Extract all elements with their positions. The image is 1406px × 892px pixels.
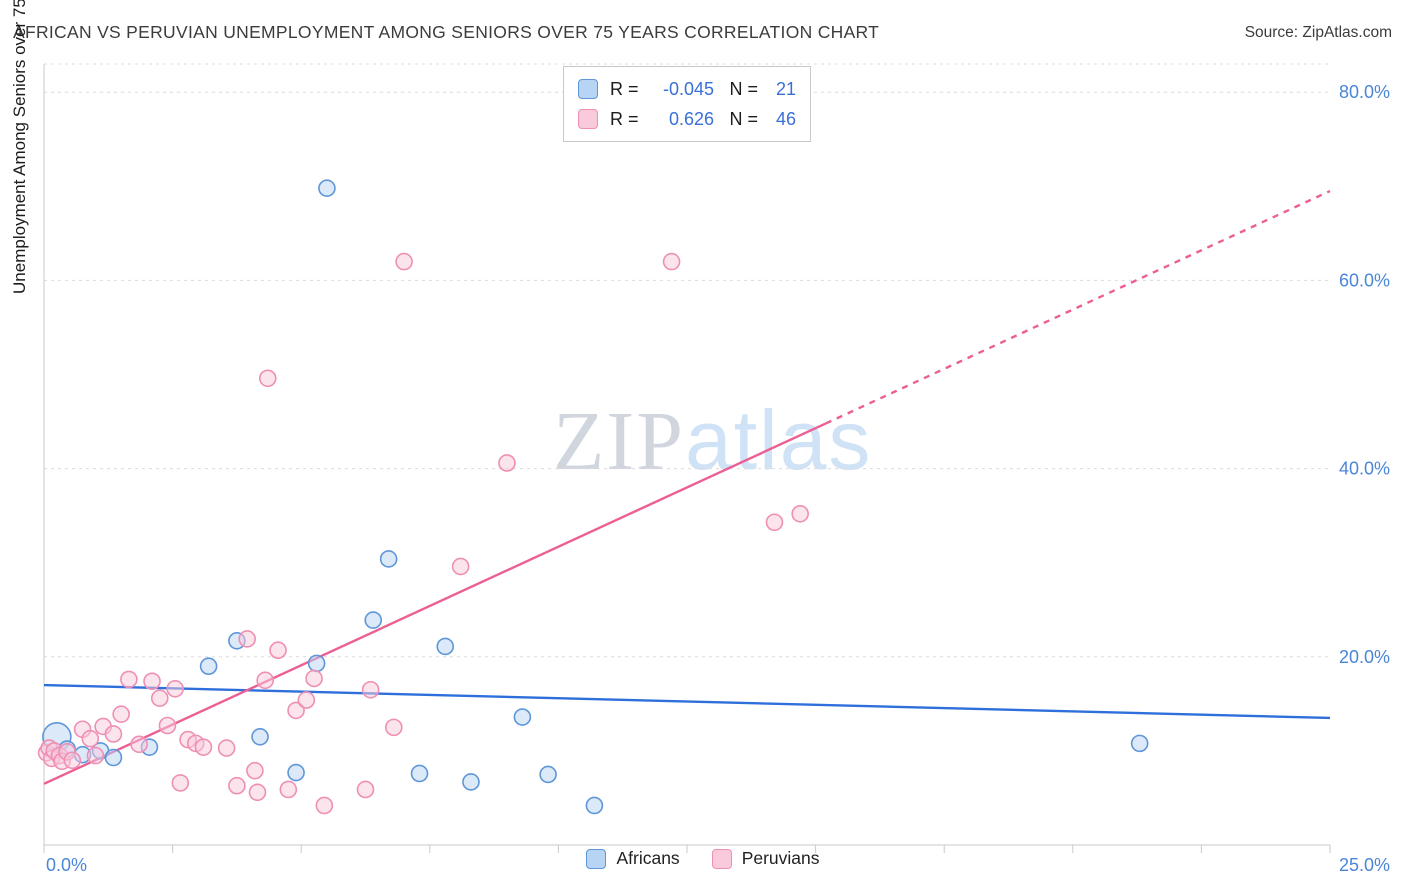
peruvians-data-point [86,746,105,765]
y-tick-label: 40.0% [1339,459,1390,479]
r-prefix: R = [610,78,639,99]
peruvians-data-point [104,725,123,743]
peruvians-data-point [279,780,298,799]
peruvians-r-value: 0.626 [668,108,714,129]
legend-row-peruvians: R = 0.626 N = 46 [578,106,796,132]
africans-swatch [586,848,607,869]
peruvians-swatch [578,109,598,129]
africans-data-point [462,773,480,791]
peruvians-data-point [194,738,213,756]
zipatlas-watermark: ZIPatlas [553,398,872,484]
africans-data-point [379,550,398,568]
legend-item-africans: Africans [586,848,680,869]
watermark-atlas: atlas [685,393,873,487]
source-attribution: Source: ZipAtlas.com [1244,24,1392,41]
africans-data-point [199,657,218,676]
legend-item-peruvians: Peruvians [711,848,820,869]
peruvians-data-point [217,739,236,757]
africans-data-point [104,748,123,767]
legend-label-africans: Africans [616,848,680,868]
peruvians-data-point [791,504,809,523]
legend-label-peruvians: Peruvians [741,848,820,868]
africans-n-value: 21 [775,78,796,99]
peruvians-data-point [361,680,380,699]
peruvians-data-point [81,729,100,748]
africans-data-point [364,611,383,629]
peruvians-data-point [238,630,256,648]
peruvians-data-point [451,557,470,576]
peruvians-data-point [297,691,316,709]
peruvians-data-point [258,369,277,388]
peruvians-data-point [315,796,334,815]
peruvians-data-point [158,716,177,735]
peruvians-data-point [287,701,305,720]
page-title: AFRICAN VS PERUVIAN UNEMPLOYMENT AMONG S… [13,22,880,42]
peruvians-trend-line-extrapolated [825,189,1331,425]
peruvians-data-point [63,751,82,770]
peruvians-data-point [765,513,784,532]
africans-swatch [578,79,598,99]
legend-row-africans: R = -0.045 N = 21 [578,76,796,102]
y-tick-label: 80.0% [1339,82,1390,102]
peruvians-data-point [395,252,413,271]
peruvians-swatch [711,848,732,869]
africans-data-point [251,727,269,746]
peruvians-data-point [166,679,184,698]
africans-data-point [585,796,604,815]
africans-data-point [318,179,336,198]
y-tick-label: 60.0% [1339,270,1390,290]
africans-trend-line [43,683,1331,720]
y-tick-label: 20.0% [1339,647,1390,667]
peruvians-data-point [143,672,161,691]
x-tick-label-max: 25.0% [1339,855,1390,875]
peruvians-data-point [256,671,274,690]
peruvians-data-point [498,454,516,472]
peruvians-data-point [246,761,264,780]
peruvians-n-value: 46 [775,108,796,129]
peruvians-data-point [228,776,246,795]
peruvians-data-point [150,689,169,708]
peruvians-data-point [130,735,148,754]
peruvians-data-point [384,718,403,737]
peruvians-data-point [305,669,323,688]
africans-data-point [513,708,532,726]
africans-r-value: -0.045 [662,78,714,99]
africans-data-point [436,637,455,656]
n-prefix: N = [729,108,758,129]
peruvians-data-point [662,252,681,271]
africans-data-point [1130,734,1149,753]
peruvians-data-point [269,641,287,660]
peruvians-data-point [171,774,190,792]
africans-data-point [410,764,429,783]
africans-data-point [539,765,557,784]
africans-data-point [287,763,305,782]
peruvians-data-point [356,780,375,799]
series-legend: Africans Peruvians [0,848,1406,869]
peruvians-data-point [112,705,130,724]
peruvians-data-point [120,670,138,689]
peruvians-data-point [248,783,267,802]
n-prefix: N = [729,78,758,99]
africans-data-point [307,654,326,673]
x-tick-label-min: 0.0% [46,855,87,875]
watermark-zip: ZIP [553,395,685,488]
r-prefix: R = [610,108,639,129]
correlation-legend: R = -0.045 N = 21 R = 0.626 N = 46 [563,66,811,142]
